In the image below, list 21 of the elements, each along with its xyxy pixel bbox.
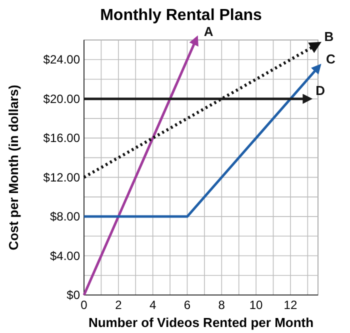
series-label: C [326, 51, 336, 66]
x-tick-label: 10 [249, 298, 264, 312]
x-tick-label: 4 [149, 298, 156, 312]
series-label: D [316, 82, 326, 98]
series-label: A [204, 24, 214, 39]
y-tick-label: $0 [66, 288, 80, 302]
y-tick-label: $20.00 [43, 92, 80, 106]
y-tick-label: $16.00 [43, 131, 80, 146]
y-tick-label: $12.00 [43, 170, 80, 184]
y-tick-label: $24.00 [43, 52, 80, 67]
chart-title: Monthly Rental Plans [100, 7, 262, 24]
y-axis-title: Cost per Month (in dollars) [6, 84, 21, 250]
x-tick-label: 0 [80, 298, 88, 312]
y-tick-label: $4.00 [50, 248, 80, 263]
series-label: B [324, 28, 334, 44]
y-tick-label: $8.00 [50, 210, 80, 224]
x-tick-label: 8 [218, 298, 226, 312]
x-tick-label: 2 [115, 298, 122, 312]
x-tick-label: 12 [284, 298, 298, 312]
x-tick-label: 6 [184, 298, 191, 312]
x-axis-title: Number of Videos Rented per Month [88, 315, 314, 330]
